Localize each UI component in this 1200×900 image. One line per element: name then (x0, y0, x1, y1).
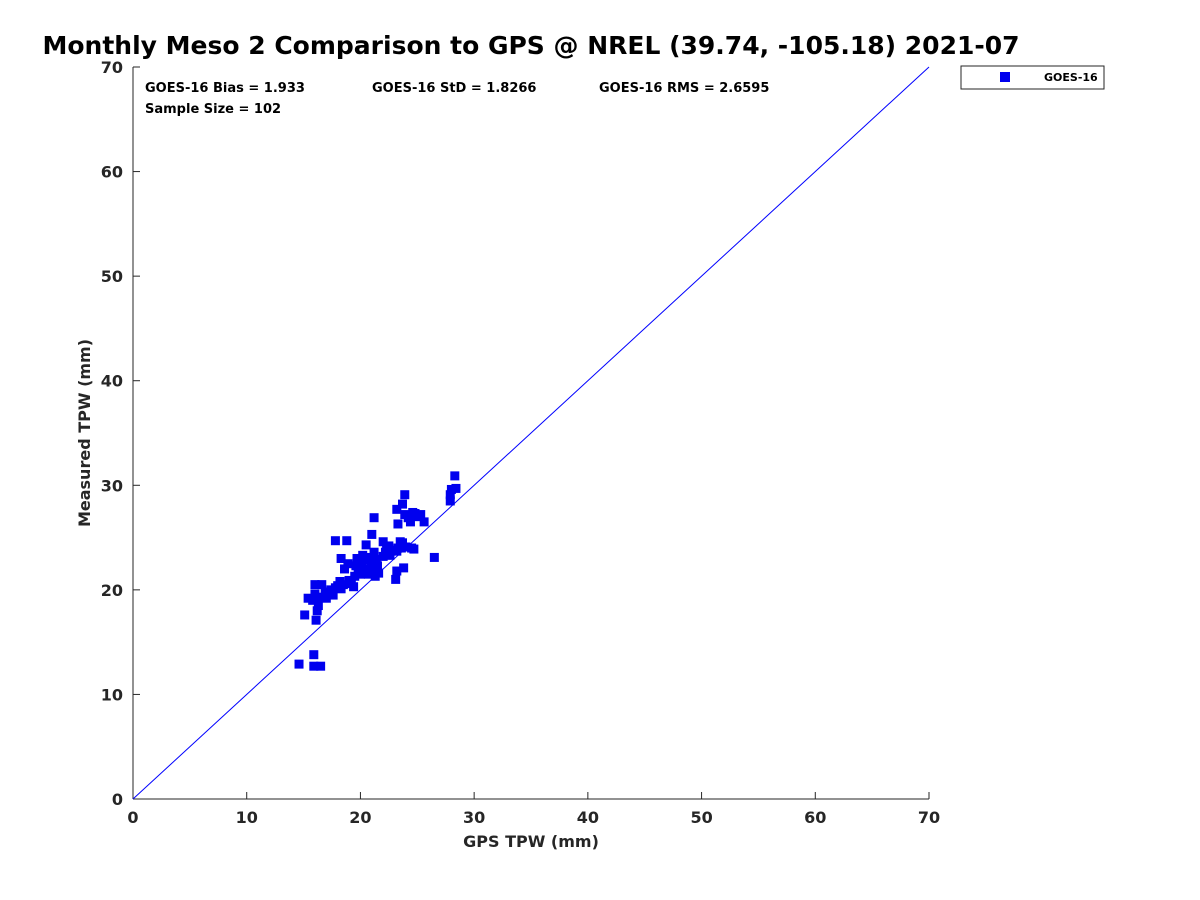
stat-bias: GOES-16 Bias = 1.933 (145, 81, 305, 96)
x-tick-label: 30 (463, 808, 485, 827)
data-point (374, 568, 384, 578)
data-point (308, 595, 318, 605)
y-ticks: 0 10 20 30 40 50 60 70 (101, 58, 140, 809)
data-point (392, 566, 402, 576)
data-point (349, 582, 359, 592)
data-point (371, 555, 381, 565)
data-point (369, 547, 379, 557)
y-tick-label: 60 (101, 163, 123, 182)
data-point (365, 552, 375, 562)
plot-area: 0 10 20 30 40 50 60 70 0 10 20 30 40 50 60 70 (101, 58, 940, 827)
x-axis-label: GPS TPW (mm) (463, 832, 599, 851)
legend-box (960, 65, 1105, 90)
data-point (300, 610, 310, 620)
x-tick-label: 50 (690, 808, 712, 827)
data-point (445, 496, 455, 506)
data-point (405, 517, 415, 527)
stat-std: GOES-16 StD = 1.8266 (372, 81, 536, 96)
stat-rms: GOES-16 RMS = 2.6595 (599, 81, 769, 96)
stats-annotation: GOES-16 Bias = 1.933 GOES-16 StD = 1.826… (145, 81, 769, 117)
x-tick-label: 0 (127, 808, 138, 827)
data-point (340, 564, 350, 574)
data-point (309, 661, 319, 671)
y-tick-label: 10 (101, 685, 123, 704)
data-point (303, 593, 313, 603)
y-tick-label: 40 (101, 372, 123, 391)
data-point (369, 513, 379, 523)
x-tick-label: 20 (349, 808, 371, 827)
y-axis-label: Measured TPW (mm) (75, 339, 94, 527)
data-point (352, 553, 362, 563)
chart-title: Monthly Meso 2 Comparison to GPS @ NREL … (42, 31, 1019, 60)
legend-marker-goes16 (1000, 72, 1010, 82)
data-point (409, 544, 419, 554)
data-point (309, 650, 319, 660)
data-point (326, 585, 336, 595)
x-tick-label: 40 (577, 808, 599, 827)
data-point (378, 537, 388, 547)
data-point (391, 574, 401, 584)
data-point (336, 553, 346, 563)
y-tick-label: 70 (101, 58, 123, 77)
data-point (330, 536, 340, 546)
data-point (350, 571, 360, 581)
data-point (316, 661, 326, 671)
data-point (399, 563, 409, 573)
legend-label-goes16: GOES-16 (1044, 71, 1098, 84)
y-tick-label: 20 (101, 581, 123, 600)
data-point (401, 542, 411, 552)
data-point (385, 550, 395, 560)
y-tick-label: 0 (112, 790, 123, 809)
data-point (451, 483, 461, 493)
data-point (351, 561, 361, 571)
y-tick-label: 30 (101, 476, 123, 495)
x-tick-label: 10 (236, 808, 258, 827)
data-point (429, 552, 439, 562)
data-point (342, 536, 352, 546)
data-point (446, 484, 456, 494)
x-ticks: 0 10 20 30 40 50 60 70 (127, 792, 940, 827)
data-point (312, 606, 322, 616)
data-point (328, 590, 338, 600)
data-point (311, 615, 321, 625)
data-point (400, 490, 410, 500)
data-point (294, 659, 304, 669)
data-point (392, 504, 402, 514)
data-point (317, 580, 327, 590)
data-point (450, 471, 460, 481)
x-tick-label: 70 (918, 808, 940, 827)
y-tick-label: 50 (101, 267, 123, 286)
data-point (310, 580, 320, 590)
data-point (445, 490, 455, 500)
data-point (343, 559, 353, 569)
data-point (387, 545, 397, 555)
data-point (372, 561, 382, 571)
data-point (393, 519, 403, 529)
data-point (398, 499, 408, 509)
data-point (416, 510, 426, 520)
data-point (310, 589, 320, 599)
data-point (419, 517, 429, 527)
data-point (396, 543, 406, 553)
data-point (316, 592, 326, 602)
legend: GOES-16 (960, 65, 1105, 90)
scatter-points-goes16 (294, 471, 461, 671)
data-point (361, 540, 371, 550)
x-tick-label: 60 (804, 808, 826, 827)
data-point (313, 601, 323, 611)
one-to-one-reference-line (132, 66, 930, 800)
data-point (360, 555, 370, 565)
data-point (367, 529, 377, 539)
data-point (338, 580, 348, 590)
stat-sample-size: Sample Size = 102 (145, 102, 281, 117)
